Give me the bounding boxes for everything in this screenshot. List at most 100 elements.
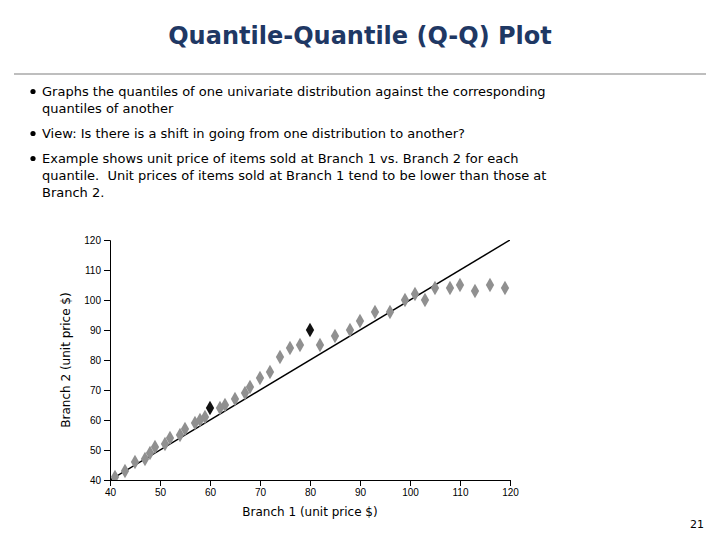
bullet-line: Graphs the quantiles of one univariate d… [42,84,546,99]
point [316,338,324,352]
point [421,293,429,307]
bullet-line: quantiles of another [42,101,174,116]
tick-label: 100 [84,295,101,306]
point [256,371,264,385]
tick-mark [104,480,110,481]
tick-label: 70 [255,487,267,498]
tick-label: 50 [155,487,167,498]
tick-label: 90 [90,325,102,336]
point [151,440,159,454]
bullet-marker [30,156,35,161]
tick: 50 [155,480,167,498]
tick-label: 40 [90,475,102,486]
tick-label: 60 [205,487,217,498]
point [231,392,239,406]
x-axis: 40 50 60 70 80 90 100 110 120 [105,480,519,498]
point [471,284,479,298]
axis-line [111,481,511,487]
tick: 100 [402,480,419,498]
tick-mark [210,480,211,486]
point [431,281,439,295]
bullet-marker [30,89,35,94]
tick-label: 70 [90,385,102,396]
page-number: 21 [690,518,704,531]
tick-mark [310,480,311,486]
bullet-line: View: Is there is a shift in going from … [42,126,465,141]
point [346,323,354,337]
tick: 100 [84,295,110,306]
point [221,398,229,412]
tick-mark [360,480,361,486]
point [401,293,409,307]
tick-label: 90 [355,487,367,498]
tick-mark [160,480,161,486]
point [266,365,274,379]
x-axis-title: Branch 1 (unit price $) [242,505,377,519]
tick-mark [104,300,110,301]
tick: 120 [84,235,110,246]
point [131,455,139,469]
y-axis: 40 50 60 70 80 90 100 110 120 [84,235,110,486]
tick-mark [104,450,110,451]
separator [14,73,706,74]
axis-line [104,241,111,481]
tick-mark [104,330,110,331]
tick-mark [260,480,261,486]
tick: 120 [502,480,519,498]
point [296,338,304,352]
point [501,281,509,295]
tick-mark [104,390,110,391]
tick-label: 120 [502,487,519,498]
tick: 70 [255,480,267,498]
tick-label: 80 [305,487,317,498]
point [446,281,454,295]
tick-label: 50 [90,445,102,456]
bullet-text: Example shows unit price of items sold a… [42,151,546,200]
point [276,350,284,364]
tick: 80 [90,355,110,366]
point [201,410,209,424]
bullet-line: quantile. Unit prices of items sold at B… [42,168,546,183]
bullet-line: Branch 2. [42,185,104,200]
point [181,422,189,436]
tick-mark [104,240,110,241]
tick: 60 [205,480,217,498]
tick: 50 [90,445,110,456]
tick: 110 [453,480,469,498]
tick-mark [104,270,110,271]
plot: 40 50 60 70 80 90 100 110 120 40 50 60 70 80 90 100 110 1… [59,235,519,519]
tick-label: 120 [84,235,101,246]
tick: 60 [90,415,110,426]
tick: 110 [85,265,110,276]
point [356,314,364,328]
title: Quantile-Quantile (Q-Q) Plot [168,22,552,50]
tick: 90 [90,325,110,336]
tick-mark [104,420,110,421]
tick-label: 60 [90,415,102,426]
tick: 40 [105,480,117,498]
point [371,305,379,319]
tick-label: 40 [105,487,117,498]
point [286,341,294,355]
tick-mark [104,360,110,361]
point [411,287,419,301]
tick-mark [460,480,461,486]
tick: 90 [355,480,367,498]
bullet-marker [30,131,35,136]
tick: 40 [90,475,110,486]
point [246,380,254,394]
marks [110,240,510,480]
y-axis-title: Branch 2 (unit price $) [59,292,73,427]
tick-mark [410,480,411,486]
point [111,470,119,480]
point [331,329,339,343]
tick-label: 100 [402,487,419,498]
point [206,401,214,415]
point [386,305,394,319]
chart: Quantile-Quantile (Q-Q) Plot Graphs the q… [0,0,720,540]
tick-label: 80 [90,355,102,366]
point [166,431,174,445]
point [456,278,464,292]
reference-line [110,240,510,480]
point [121,464,129,478]
